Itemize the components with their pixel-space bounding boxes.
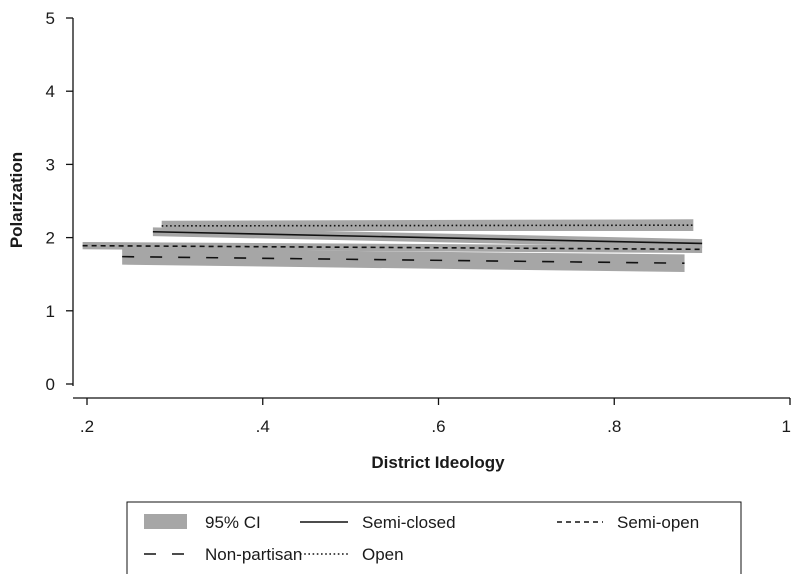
series-line-semi-open xyxy=(82,244,703,251)
series-line-non-partisan xyxy=(122,255,685,265)
legend-label-open: Open xyxy=(362,545,404,564)
legend-label-semi-closed: Semi-closed xyxy=(362,513,456,532)
legend-label-ci: 95% CI xyxy=(205,513,261,532)
x-tick-label: .6 xyxy=(431,417,445,436)
x-tick-label: 1 xyxy=(782,417,791,436)
legend: 95% CI Semi-closed Semi-open Non-partisa… xyxy=(126,501,742,574)
series-line-open xyxy=(161,224,694,227)
y-tick-label: 1 xyxy=(46,302,55,321)
x-ticks: .2 .4 .6 .8 1 xyxy=(80,398,791,436)
legend-label-non-partisan: Non-partisan xyxy=(205,545,302,564)
y-tick-label: 2 xyxy=(46,229,55,248)
series-line-semi-closed xyxy=(152,230,703,245)
y-tick-label: 0 xyxy=(46,375,55,394)
y-tick-label: 3 xyxy=(46,155,55,174)
series-lines xyxy=(82,224,703,265)
legend-label-semi-open: Semi-open xyxy=(617,513,699,532)
x-tick-label: .2 xyxy=(80,417,94,436)
legend-box xyxy=(126,501,742,574)
axes xyxy=(72,18,790,399)
legend-ci-swatch xyxy=(144,514,187,529)
x-axis-title: District Ideology xyxy=(371,453,505,472)
y-ticks: 0 1 2 3 4 5 xyxy=(46,9,73,394)
x-tick-label: .4 xyxy=(256,417,270,436)
y-tick-label: 5 xyxy=(46,9,55,28)
y-tick-label: 4 xyxy=(46,82,55,101)
y-axis-title: Polarization xyxy=(7,152,26,248)
x-tick-label: .8 xyxy=(607,417,621,436)
